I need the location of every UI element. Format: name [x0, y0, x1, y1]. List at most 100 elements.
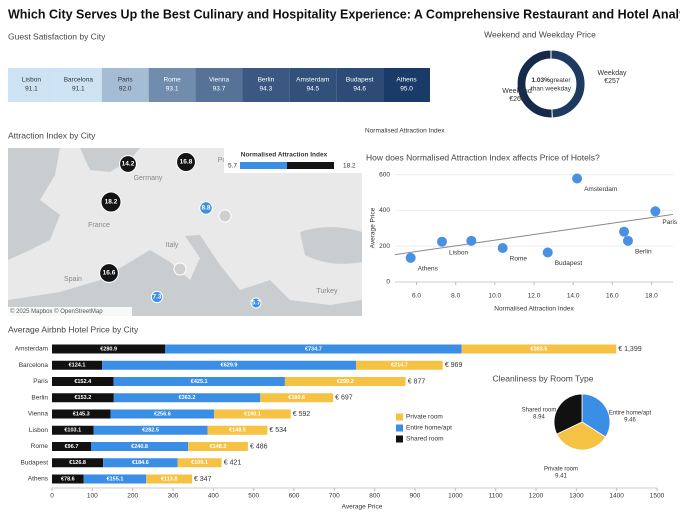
cell-label: Rome	[163, 77, 181, 84]
place-label: Spain	[64, 276, 82, 283]
map-marker	[119, 155, 137, 173]
heat-cell	[336, 68, 384, 102]
heat-cell	[383, 68, 430, 102]
bar-segment	[461, 344, 617, 354]
x-tick-label: 18.0	[645, 293, 658, 300]
bar-segment	[110, 409, 215, 419]
x-tick-label: 800	[369, 493, 380, 500]
x-tick-label: 200	[127, 493, 138, 500]
cell-label: Vienna	[209, 77, 230, 84]
category-label: Amsterdam	[15, 346, 48, 353]
point-label: Berlin	[635, 249, 652, 256]
total-label: € 969	[445, 362, 463, 369]
map-marker	[150, 290, 164, 304]
heat-cell	[195, 68, 243, 102]
heat-cell	[54, 68, 102, 102]
donut-center: 1.03%greater	[531, 77, 571, 84]
x-tick-label: 12.0	[528, 293, 541, 300]
total-label: € 421	[224, 460, 242, 467]
bar-segment	[177, 458, 222, 468]
x-tick-label: 6.0	[412, 293, 421, 300]
bar-segment	[356, 360, 443, 370]
segment-label: €734.7	[305, 346, 322, 352]
cell-value: 94.6	[353, 86, 366, 93]
x-axis-label: Average Price	[342, 504, 383, 511]
segment-label: €124.1	[69, 363, 86, 369]
chart-title: Attraction Index by City	[8, 130, 96, 140]
total-label: € 877	[408, 378, 426, 385]
cell-value: 94.3	[260, 86, 273, 93]
legend-label: Private room	[406, 414, 443, 421]
bar-segment	[207, 425, 268, 435]
trend-line	[394, 213, 674, 256]
total-label: € 534	[269, 427, 287, 434]
x-tick-label: 700	[329, 493, 340, 500]
legend-swatch	[396, 435, 403, 443]
donut-label: Weekday	[597, 70, 627, 77]
map-sea	[8, 235, 362, 316]
bar-segment	[93, 425, 208, 435]
bar-segment	[52, 377, 114, 386]
cell-value: 92.0	[119, 86, 132, 93]
segment-label: €145.3	[73, 411, 90, 417]
point	[542, 247, 553, 258]
segment-label: €96.7	[65, 444, 79, 450]
segment-label: €240.8	[131, 444, 148, 450]
x-tick-label: 400	[208, 493, 219, 500]
segment-label: €299.2	[337, 379, 354, 385]
chart-title: Average Airbnb Hotel Price by City	[8, 324, 139, 334]
donut-segment	[516, 49, 553, 119]
marker-label: 8.8	[201, 205, 210, 212]
x-tick-label: 1200	[529, 493, 544, 500]
map-marker	[100, 191, 122, 213]
bar-segment	[188, 442, 248, 451]
donut-value: €263	[509, 96, 525, 103]
x-tick-label: 1100	[489, 493, 503, 500]
legend-label: Shared room	[406, 436, 444, 443]
legend-high	[287, 162, 334, 169]
segment-label: €256.6	[154, 411, 171, 417]
point	[622, 235, 633, 246]
place-label: France	[88, 222, 110, 229]
x-tick-label: 10.0	[489, 293, 502, 300]
legend-max: 18.2	[343, 163, 356, 170]
segment-label: €629.9	[221, 363, 238, 369]
point	[650, 206, 661, 217]
x-tick-label: 100	[87, 493, 98, 500]
bar-segment	[52, 360, 103, 370]
cell-label: Lisbon	[22, 77, 42, 84]
segment-label: €282.5	[142, 428, 159, 434]
total-label: € 1,399	[618, 346, 641, 353]
segment-label: €155.1	[107, 476, 124, 482]
category-label: Barcelona	[19, 362, 49, 369]
x-tick-label: 900	[410, 493, 421, 500]
x-tick-label: 500	[248, 493, 259, 500]
segment-label: €113.8	[161, 476, 178, 482]
category-label: Paris	[33, 378, 49, 385]
x-tick-label: 16.0	[606, 293, 619, 300]
center-value: 1.03%	[531, 77, 550, 84]
x-tick-label: 1500	[650, 493, 665, 500]
place-label: Germany	[134, 175, 163, 182]
segment-label: €153.2	[74, 395, 91, 401]
point-label: Amsterdam	[584, 186, 617, 193]
x-tick-label: 1400	[609, 493, 624, 500]
segment-label: €152.4	[74, 379, 92, 385]
point	[572, 173, 583, 184]
map-sea	[8, 148, 60, 260]
bar-segment	[52, 344, 166, 354]
chart-title: Cleanliness by Room Type	[493, 373, 594, 383]
cell-label: Barcelona	[64, 77, 94, 84]
segment-label: €78.6	[61, 476, 75, 482]
place-label: Italy	[166, 242, 179, 249]
legend-title: Normalised Attraction Index	[241, 152, 328, 159]
marker-label: 14.2	[122, 161, 135, 168]
marker-label: 5.7	[251, 300, 260, 307]
x-tick-label: 0	[50, 493, 54, 500]
bar-segment	[52, 458, 104, 468]
x-tick-label: 300	[168, 493, 179, 500]
x-tick-label: 1300	[569, 493, 584, 500]
chart-title: Guest Satisfaction by City	[8, 31, 106, 41]
category-label: Vienna	[28, 411, 49, 418]
cell-value: 93.7	[213, 86, 226, 93]
